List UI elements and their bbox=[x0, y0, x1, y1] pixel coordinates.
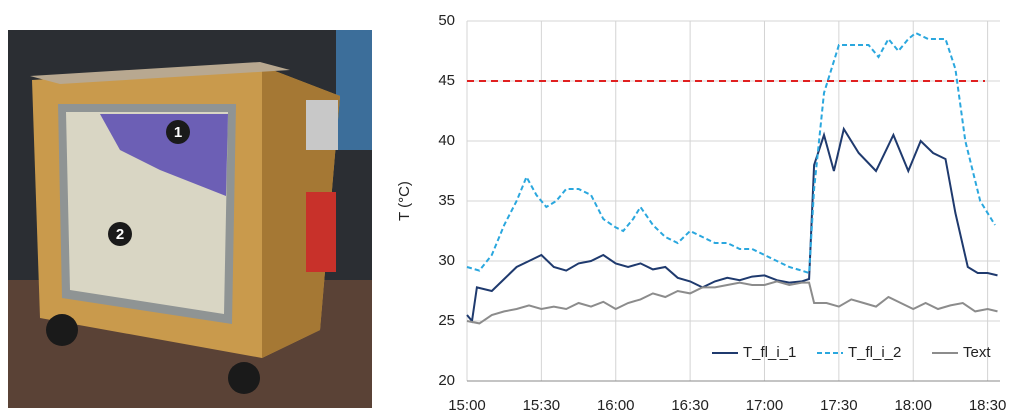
line-series bbox=[466, 280, 998, 325]
y-tick-label: 25 bbox=[438, 312, 455, 329]
y-tick-label: 30 bbox=[438, 252, 455, 269]
chart: T (°C) 20 25 30 35 40 45 50 15:00 15:30 16:00 16:3… bbox=[396, 12, 1006, 414]
roof bbox=[30, 62, 290, 84]
x-tick-label: 15:30 bbox=[523, 397, 561, 414]
box bbox=[306, 100, 338, 150]
cable-reel bbox=[306, 192, 336, 272]
x-tick-label: 17:30 bbox=[820, 397, 858, 414]
y-tick-label: 40 bbox=[438, 132, 455, 149]
x-tick-label: 17:00 bbox=[746, 397, 784, 414]
wheel bbox=[228, 362, 260, 394]
y-tick-label: 50 bbox=[438, 12, 455, 29]
legend-label: T_fl_i_2 bbox=[848, 344, 901, 361]
y-tick-label: 20 bbox=[438, 372, 455, 389]
line-series bbox=[466, 126, 998, 324]
x-tick-label: 15:00 bbox=[448, 397, 486, 414]
x-tick-label: 18:00 bbox=[894, 397, 932, 414]
legend: T_fl_i_1 T_fl_i_2 Text bbox=[712, 344, 991, 361]
photo-label: 1 bbox=[174, 124, 182, 141]
wheel bbox=[46, 314, 78, 346]
line-series bbox=[466, 31, 996, 275]
legend-label: T_fl_i_1 bbox=[743, 344, 796, 361]
x-tick-label: 18:30 bbox=[969, 397, 1007, 414]
y-tick-label: 45 bbox=[438, 72, 455, 89]
y-tick-label: 35 bbox=[438, 192, 455, 209]
photo-label: 2 bbox=[116, 226, 124, 243]
legend-label: Text bbox=[963, 344, 991, 361]
label-marker bbox=[166, 120, 190, 144]
sky bbox=[336, 30, 372, 150]
label-marker bbox=[108, 222, 132, 246]
x-tick-label: 16:00 bbox=[597, 397, 635, 414]
y-axis-title: T (°C) bbox=[396, 181, 413, 221]
x-tick-label: 16:30 bbox=[671, 397, 709, 414]
panel-zone bbox=[100, 114, 228, 196]
photo: 1 2 bbox=[8, 30, 372, 408]
